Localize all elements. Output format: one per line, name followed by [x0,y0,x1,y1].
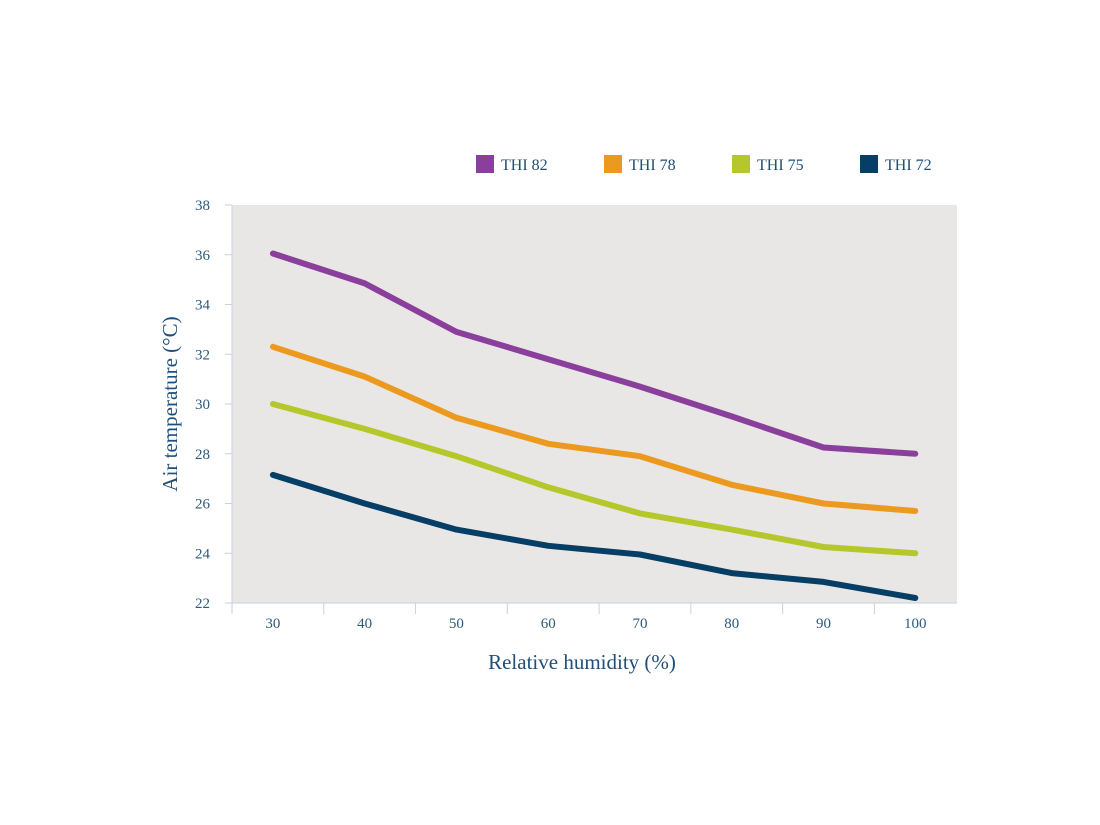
legend-label: THI 75 [757,157,804,174]
y-tick-label: 22 [195,596,210,612]
x-tick-label: 90 [816,616,831,632]
y-ticks: 22 24 26 28 30 32 34 36 38 [195,198,232,612]
y-tick-label: 32 [195,347,210,363]
x-tick-label: 40 [357,616,372,632]
x-tick-label: 80 [724,616,739,632]
y-tick-label: 30 [195,397,210,413]
x-tick-label: 30 [265,616,280,632]
y-tick-label: 36 [195,248,211,264]
series-line-thi-72 [269,471,919,601]
plot-area [232,205,957,603]
x-axis-title: Relative humidity (%) [488,650,676,674]
series-line-thi-82 [269,250,919,457]
x-tick-label: 100 [904,616,927,632]
legend-swatch [860,155,878,173]
x-tick-label: 60 [541,616,556,632]
y-tick-label: 28 [195,447,210,463]
y-axis-title: Air temperature (°C) [158,316,182,491]
y-tick-label: 24 [195,546,211,562]
series-line-thi-75 [269,401,919,557]
legend: THI 82 THI 78 THI 75 THI 72 [476,155,932,174]
legend-label: THI 72 [885,157,932,174]
legend-label: THI 82 [501,157,548,174]
legend-label: THI 78 [629,157,676,174]
legend-swatch [476,155,494,173]
y-tick-label: 38 [195,198,210,214]
x-ticks: 30 40 50 60 70 80 90 100 [231,603,927,632]
legend-swatch [604,155,622,173]
legend-swatch [732,155,750,173]
y-tick-label: 26 [195,497,211,513]
x-tick-label: 70 [632,616,647,632]
series-lines [269,250,919,601]
series-line-thi-78 [269,343,919,514]
x-tick-label: 50 [449,616,464,632]
y-tick-label: 34 [195,298,211,314]
